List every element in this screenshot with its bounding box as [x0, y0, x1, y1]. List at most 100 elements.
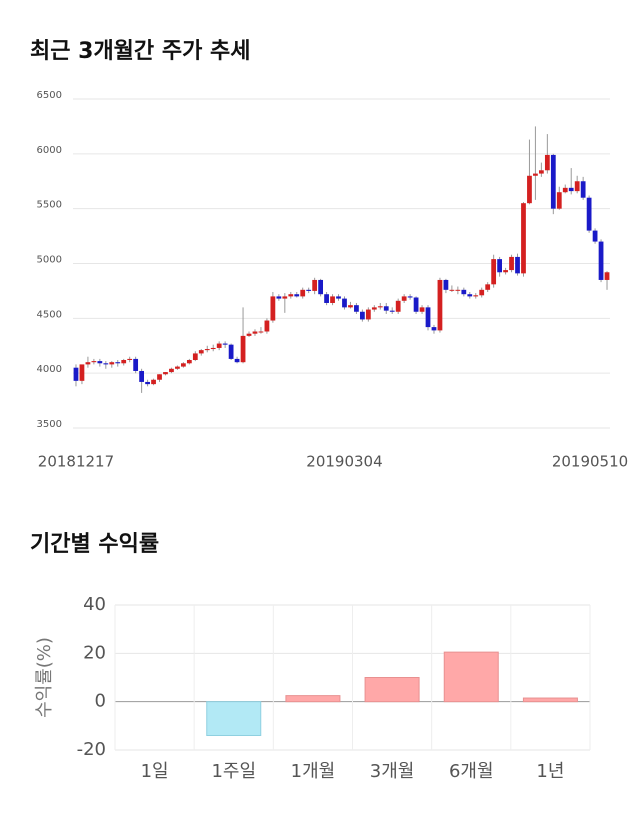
candle-body: [133, 358, 139, 371]
candle-body: [198, 350, 204, 354]
x-tick-label: 1년: [536, 761, 564, 782]
candle-body: [139, 370, 145, 382]
y-tick-label: 4000: [37, 364, 62, 375]
x-tick-label: 3개월: [370, 761, 415, 782]
candle-body: [276, 296, 282, 299]
candle-body: [186, 360, 192, 364]
candle-body: [282, 296, 288, 299]
candle-body: [598, 241, 604, 280]
candle-body: [145, 381, 150, 385]
x-tick-label: 20190304: [306, 453, 382, 471]
candle-body: [395, 300, 401, 312]
candle-body: [175, 366, 180, 369]
candle-body: [580, 181, 586, 198]
candle-body: [377, 306, 383, 308]
x-tick-label: 6개월: [449, 761, 494, 782]
candle-body: [521, 203, 526, 274]
candle-body: [204, 349, 210, 351]
candle-body: [348, 305, 353, 308]
candle-body: [479, 289, 485, 296]
bar: [206, 701, 262, 737]
candle-body: [473, 295, 479, 297]
candle-body: [330, 296, 335, 303]
candle-body: [97, 361, 103, 364]
candle-body: [234, 358, 240, 363]
candle-body: [300, 289, 306, 297]
candle-body: [550, 154, 556, 209]
candle-body: [497, 259, 503, 273]
candle-body: [163, 372, 168, 375]
candle-body: [556, 192, 562, 209]
candle-body: [109, 362, 115, 365]
bar: [285, 695, 341, 703]
candle-body: [371, 307, 377, 310]
candle-body: [336, 296, 341, 299]
candle-body: [318, 279, 324, 295]
candle-body: [294, 294, 300, 297]
candle-body: [79, 364, 85, 381]
candle-body: [192, 353, 198, 361]
candle-body: [604, 272, 610, 280]
candle-body: [288, 294, 294, 297]
candle-body: [342, 298, 347, 308]
bar: [522, 697, 578, 703]
candle-body: [121, 360, 127, 364]
candle-body: [354, 305, 359, 312]
candle-body: [383, 306, 389, 311]
candle-body: [210, 347, 216, 350]
candle-body: [127, 358, 133, 361]
candle-body: [180, 363, 186, 367]
candle-body: [527, 175, 532, 204]
candle-body: [425, 307, 431, 328]
candle-body: [359, 311, 365, 320]
candle-body: [431, 327, 437, 331]
candle-body: [365, 309, 371, 320]
y-tick-label: 20: [83, 642, 106, 663]
candle-body: [115, 362, 121, 364]
candle-body: [485, 284, 491, 290]
candle-body: [461, 289, 467, 295]
bar: [443, 651, 499, 703]
candle-body: [103, 363, 109, 365]
chart-title: 기간별 수익률: [30, 532, 159, 557]
y-tick-label: 6500: [37, 90, 62, 101]
candle-body: [216, 343, 222, 348]
chart-title: 최근 3개월간 주가 추세: [30, 39, 250, 64]
candle-body: [533, 173, 538, 176]
candle-body: [306, 289, 312, 291]
candle-body: [151, 379, 156, 385]
x-tick-label: 1일: [141, 761, 169, 782]
candle-body: [85, 362, 91, 365]
candle-body: [246, 333, 252, 336]
y-tick-label: 40: [83, 594, 106, 615]
candle-body: [169, 368, 174, 373]
candle-body: [562, 187, 568, 193]
candle-body: [228, 344, 234, 359]
y-tick-label: 5500: [37, 200, 62, 211]
candle-body: [467, 294, 473, 297]
y-axis-label: 수익률(%): [34, 637, 55, 718]
candle-body: [538, 170, 544, 174]
candle-body: [270, 296, 276, 321]
candle-body: [544, 154, 550, 171]
x-tick-label: 20181217: [38, 453, 114, 471]
candle-body: [574, 181, 580, 192]
candle-body: [413, 297, 419, 312]
candle-body: [324, 294, 329, 303]
bar: [364, 677, 420, 703]
candle-body: [264, 320, 270, 332]
candle-body: [312, 279, 318, 291]
y-tick-label: 3500: [37, 419, 62, 430]
x-tick-label: 20190510: [552, 453, 628, 471]
candle-body: [389, 310, 395, 312]
candle-body: [73, 367, 79, 381]
candle-body: [407, 296, 413, 298]
candle-body: [222, 343, 228, 345]
candle-body: [91, 361, 97, 363]
candle-body: [509, 256, 514, 271]
candle-body: [419, 307, 425, 312]
candle-body: [449, 289, 455, 291]
candle-body: [592, 230, 598, 242]
x-tick-label: 1개월: [291, 761, 336, 782]
